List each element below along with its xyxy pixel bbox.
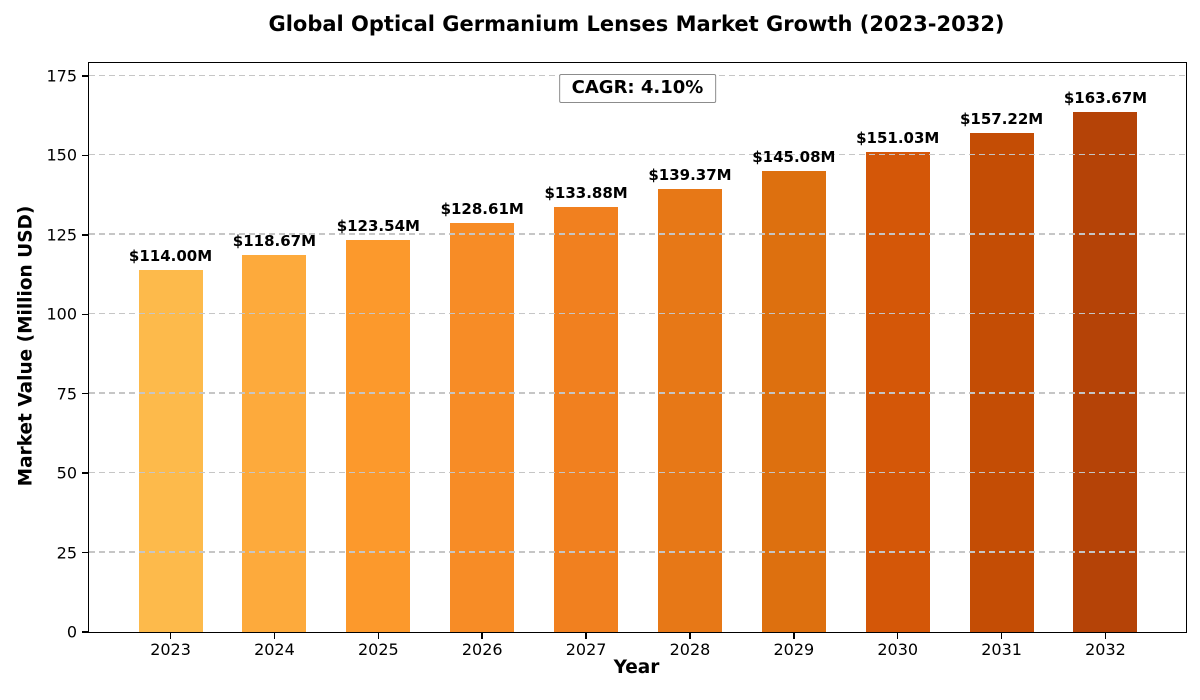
x-tick-label: 2029 — [773, 640, 815, 659]
x-axis-label: Year — [613, 657, 660, 678]
x-tick-label: 2028 — [669, 640, 711, 659]
x-tick-label: 2025 — [357, 640, 399, 659]
y-tick-label: 50 — [56, 463, 77, 483]
bar — [346, 239, 411, 632]
x-tick-label: 2030 — [877, 640, 919, 659]
y-tick-label: 175 — [46, 66, 77, 86]
bar-value-label: $133.88M — [544, 183, 628, 202]
cagr-annotation: CAGR: 4.10% — [558, 74, 717, 103]
y-tick-label: 0 — [66, 622, 77, 642]
x-tick-mark — [169, 633, 172, 639]
x-tick-mark — [689, 633, 691, 639]
bar — [138, 269, 203, 632]
x-tick-mark — [896, 633, 899, 639]
y-tick-mark — [82, 472, 89, 474]
y-tick-mark — [82, 234, 89, 236]
x-tick-mark — [377, 633, 380, 639]
bar-value-label: $163.67M — [1063, 89, 1148, 107]
y-tick-mark — [82, 75, 89, 77]
y-tick-mark — [82, 392, 89, 395]
bar-value-label: $145.08M — [752, 148, 836, 167]
bar — [554, 206, 619, 632]
bar — [242, 254, 307, 632]
bar-value-label: $128.61M — [440, 200, 524, 219]
bar-value-label: $114.00M — [128, 246, 213, 265]
gridline — [89, 233, 1186, 235]
gridline — [89, 551, 1186, 553]
y-tick-label: 125 — [46, 225, 77, 245]
bar-value-label: $157.22M — [959, 109, 1044, 128]
gridline — [89, 392, 1186, 394]
y-tick-label: 25 — [56, 543, 77, 563]
bar — [657, 189, 722, 632]
bar — [450, 223, 515, 632]
x-tick-mark — [793, 633, 795, 639]
x-tick-mark — [1104, 633, 1107, 639]
x-tick-label: 2026 — [461, 640, 503, 659]
y-tick-mark — [82, 154, 89, 157]
x-tick-mark — [585, 633, 587, 639]
x-tick-label: 2027 — [565, 640, 607, 659]
x-tick-mark — [273, 633, 276, 639]
y-tick-label: 150 — [46, 145, 77, 165]
y-tick-label: 100 — [46, 304, 77, 324]
x-tick-mark — [1000, 633, 1003, 639]
x-tick-label: 2032 — [1085, 640, 1126, 659]
chart-title: Global Optical Germanium Lenses Market G… — [268, 12, 1005, 36]
plot-area: CAGR: 4.10% 0 25 50 75 100 125 150 175 $114.00M 2… — [46, 62, 1187, 659]
bar-value-label: $123.54M — [336, 216, 420, 235]
y-tick-mark — [82, 551, 89, 554]
bar-value-label: $151.03M — [856, 129, 940, 148]
x-tick-label: 2031 — [981, 640, 1022, 659]
y-tick-label: 75 — [56, 384, 77, 404]
bar — [969, 132, 1034, 632]
bar — [1073, 112, 1138, 632]
bar-value-label: $139.37M — [648, 166, 732, 185]
y-axis-label: Market Value (Million USD) — [15, 205, 37, 487]
x-tick-mark — [481, 633, 483, 639]
y-tick-mark — [82, 313, 89, 316]
bar-value-label: $118.67M — [232, 231, 317, 250]
gridline — [89, 154, 1186, 156]
x-tick-label: 2024 — [254, 640, 295, 659]
bar — [761, 171, 826, 632]
gridline — [89, 471, 1186, 474]
y-tick-mark — [82, 631, 89, 633]
x-tick-label: 2023 — [150, 640, 191, 659]
gridline — [89, 312, 1186, 315]
